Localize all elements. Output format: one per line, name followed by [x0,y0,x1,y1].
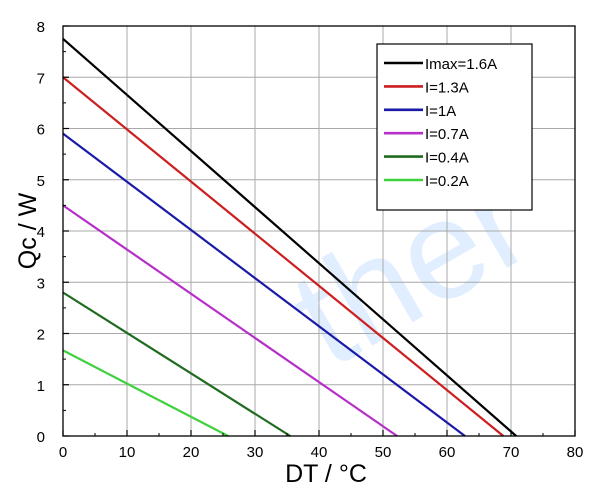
legend: Imax=1.6A I=1.3A I=1A I=0.7A I=0.4A I=0.2A [376,43,533,211]
series-lines [62,37,517,437]
legend-label: I=0.2A [425,173,469,190]
y-tick-label: 7 [37,70,45,87]
x-tick-label: 70 [503,444,520,461]
legend-label: I=1A [425,103,456,120]
y-tick-label: 8 [37,19,45,36]
y-tick-labels: 0 1 2 3 4 5 6 7 8 [37,19,45,446]
y-tick-label: 0 [37,429,45,446]
grid [63,26,575,436]
y-tick-label: 3 [37,275,45,292]
y-axis-title: Qc / W [14,192,42,269]
x-tick-label: 50 [375,444,392,461]
x-tick-label: 60 [439,444,456,461]
x-axis-title: DT / °C [285,460,367,488]
x-tick-label: 10 [119,444,136,461]
legend-label: I=0.7A [425,126,469,143]
x-tick-label: 0 [59,444,67,461]
y-tick-label: 1 [37,378,45,395]
series-line [62,349,229,437]
series-line [62,291,291,437]
legend-box [376,43,533,211]
y-tick-label: 2 [37,327,45,344]
x-tick-label: 20 [183,444,200,461]
legend-label: I=1.3A [425,79,469,96]
x-tick-label: 30 [247,444,264,461]
y-tick-label: 6 [37,122,45,139]
y-tick-label: 5 [37,173,45,190]
series-line [62,37,517,437]
legend-label: Imax=1.6A [425,56,497,73]
legend-label: I=0.4A [425,150,469,167]
series-line [62,132,466,437]
series-line [62,204,398,437]
series-line [62,76,505,437]
x-tick-label: 80 [567,444,584,461]
x-tick-labels: 0 10 20 30 40 50 60 70 80 [59,444,584,461]
y-tick-label: 4 [37,224,45,241]
x-tick-label: 40 [311,444,328,461]
axis-ticks [62,25,576,437]
